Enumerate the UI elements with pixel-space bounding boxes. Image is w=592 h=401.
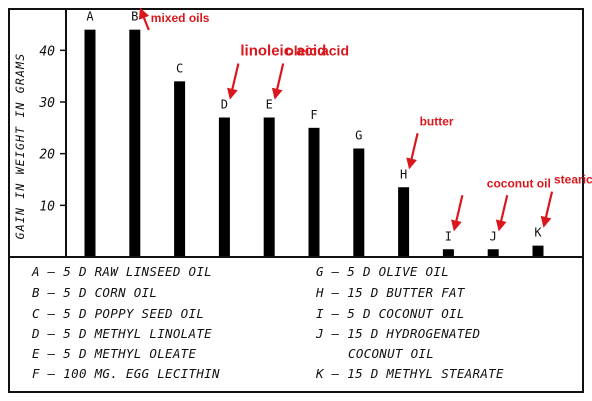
- y-axis-title: GAIN IN WEIGHT IN GRAMS: [13, 53, 27, 240]
- bar-category-labels: A B C D E F G H I J K: [86, 10, 542, 244]
- y-tick-label-10: 10: [39, 199, 55, 214]
- bar-label-d: D: [221, 98, 228, 112]
- annotation-2: oleic acid: [285, 43, 349, 59]
- bar-k: [532, 245, 544, 256]
- annotation-4: coconut oil: [487, 176, 551, 190]
- bar-label-j: J: [490, 229, 497, 243]
- bar-series: [84, 29, 544, 256]
- annotation-arrow-2-e: [271, 63, 285, 100]
- annotation-arrow-4-j: [495, 194, 509, 232]
- bar-label-c: C: [176, 61, 183, 75]
- bar-h: [398, 187, 410, 256]
- legend-right-column: G – 5 D OLIVE OIL H – 15 D BUTTER FAT I …: [315, 264, 504, 381]
- bar-label-g: G: [355, 129, 362, 143]
- annotation-1: linoleic acid: [240, 43, 326, 60]
- bar-f: [308, 127, 320, 256]
- legend-entry-i: I – 5 D COCONUT OIL: [316, 306, 465, 321]
- legend-entry-k: K – 15 D METHYL STEARATE: [315, 366, 504, 381]
- bar-label-h: H: [400, 167, 407, 181]
- legend-entry-j: J – 15 D HYDROGENATED: [315, 326, 480, 341]
- legend-left-column: A – 5 D RAW LINSEED OIL B – 5 D CORN OIL…: [31, 264, 220, 381]
- bar-label-k: K: [534, 226, 542, 240]
- legend-entry-g: G – 5 D OLIVE OIL: [316, 264, 449, 279]
- y-tick-label-40: 40: [39, 44, 55, 59]
- y-axis-ticks: 10 20 30 40: [38, 44, 66, 214]
- bar-label-b: B: [131, 10, 138, 24]
- legend-entry-f: F – 100 MG. EGG LECITHIN: [32, 366, 220, 381]
- annotation-3: butter: [420, 114, 454, 128]
- annotation-0: mixed oils: [151, 11, 210, 25]
- bar-label-e: E: [266, 98, 273, 112]
- legend-entry-e: E – 5 D METHYL OLEATE: [32, 346, 197, 361]
- annotation-arrow-0-b: [138, 7, 150, 31]
- bar-j: [487, 249, 499, 256]
- bar-g: [353, 148, 365, 256]
- bar-c: [174, 81, 186, 256]
- legend-entry-b: B – 5 D CORN OIL: [32, 285, 157, 300]
- bar-label-a: A: [86, 10, 94, 24]
- legend-entry-a: A – 5 D RAW LINSEED OIL: [31, 264, 212, 279]
- annotation-arrow-1-d: [227, 63, 240, 100]
- y-tick-label-30: 30: [38, 96, 55, 111]
- bar-a: [84, 29, 96, 256]
- annotation-arrow-4-i: [451, 194, 464, 232]
- legend-entry-j-continued: COCONUT OIL: [348, 346, 434, 361]
- bar-label-f: F: [310, 108, 317, 122]
- y-tick-label-20: 20: [39, 148, 55, 163]
- annotation-arrow-5-k: [540, 191, 554, 228]
- chart-outer-border: [8, 8, 584, 393]
- bar-label-i: I: [445, 229, 452, 243]
- annotation-5: stearic acid: [554, 173, 592, 187]
- bar-d: [218, 117, 230, 256]
- annotation-arrow-3-h: [406, 132, 419, 170]
- bar-e: [263, 117, 275, 256]
- bar-i: [442, 249, 454, 256]
- legend-entry-c: C – 5 D POPPY SEED OIL: [32, 306, 204, 321]
- legend-entry-h: H – 15 D BUTTER FAT: [315, 285, 466, 300]
- bar-b: [129, 29, 141, 256]
- legend-entry-d: D – 5 D METHYL LINOLATE: [31, 326, 212, 341]
